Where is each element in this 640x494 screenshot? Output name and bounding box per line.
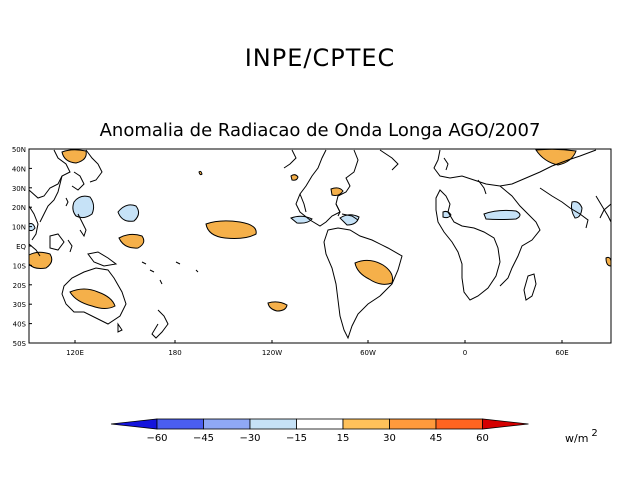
anomaly-positive-central-pacific <box>205 220 257 239</box>
coast-japan <box>71 171 85 191</box>
anomaly-positive-small-pacific <box>198 170 203 176</box>
coast-taiwan <box>65 197 69 207</box>
coast-philippines <box>77 213 87 238</box>
coast-madagascar <box>523 273 537 301</box>
colorbar-label: 30 <box>383 433 396 444</box>
lon-label-60w: 60W <box>360 349 376 357</box>
coast-east-asia <box>28 149 71 199</box>
coast-indochina <box>28 205 39 241</box>
colorbar-label: −15 <box>286 433 307 444</box>
anomaly-negative-west-pacific <box>117 204 140 222</box>
colorbar-label: −60 <box>146 433 167 444</box>
coast-africa <box>435 189 501 301</box>
lon-label-180: 180 <box>168 349 181 357</box>
anomaly-positive-west-pacific-eq <box>118 233 145 249</box>
anomaly-negative-sahel <box>483 209 521 220</box>
coast-south-america <box>323 227 403 340</box>
coast-new-guinea <box>87 251 118 267</box>
coast-uk <box>443 157 449 171</box>
anomaly-negative-philippines <box>72 195 95 219</box>
lat-label-40n: 40N <box>12 165 26 173</box>
coast-baja <box>299 193 307 213</box>
coast-sulawesi <box>67 239 73 253</box>
map-title: Anomalia de Radiacao de Onda Longa AGO/2… <box>99 120 541 141</box>
lon-label-120e: 120E <box>66 349 84 357</box>
colorbar-segment-min <box>110 418 158 430</box>
colorbar-label: −30 <box>239 433 260 444</box>
anomaly-positive-indian-east <box>605 256 612 267</box>
coast-new-zealand <box>151 309 169 339</box>
coast-kamchatka <box>85 149 103 183</box>
coast-islands-1 <box>141 261 199 285</box>
lat-label-10s: 10S <box>13 262 27 270</box>
coast-florida <box>335 203 341 217</box>
map-frame <box>28 148 612 344</box>
colorbar-segment-6 <box>389 418 437 430</box>
lat-label-20s: 20S <box>13 282 27 290</box>
coast-italy <box>477 179 487 195</box>
coast-tasmania <box>117 322 123 333</box>
units-exponent: 2 <box>591 428 597 439</box>
lat-label-eq: EQ <box>16 243 26 251</box>
coast-korea-china <box>39 175 63 223</box>
lat-label-50n: 50N <box>12 146 26 154</box>
colorbar-label: 60 <box>476 433 489 444</box>
coast-north-america <box>295 149 359 227</box>
colorbar-segment-3 <box>249 418 297 430</box>
colorbar-segment-7 <box>435 418 483 430</box>
lat-label-10n: 10N <box>12 224 26 232</box>
anomaly-positive-north-atlantic <box>330 187 344 196</box>
colorbar-label: 45 <box>430 433 443 444</box>
lat-label-50s: 50S <box>13 340 27 348</box>
coast-australia <box>61 267 127 325</box>
lat-label-40s: 40S <box>13 321 27 329</box>
coastlines <box>28 149 612 340</box>
latitude-labels: 50N 40N 30N 20N 10N EQ 10S 20S 30S 40S 50S <box>12 146 32 348</box>
lat-label-30n: 30N <box>12 185 26 193</box>
lat-label-30s: 30S <box>13 301 27 309</box>
anomaly-positive-mexico <box>290 174 299 181</box>
colorbar-units: w/m 2 <box>565 428 598 445</box>
coast-alaska <box>283 149 297 169</box>
coast-greenland <box>379 149 399 171</box>
anomaly-positive-south-pacific <box>267 301 288 312</box>
coast-arabia <box>539 187 589 229</box>
coast-india <box>595 195 612 223</box>
lon-label-60e: 60E <box>555 349 568 357</box>
coast-east-edge <box>599 203 612 219</box>
anomaly-positive-indonesia <box>28 251 53 269</box>
lat-label-20n: 20N <box>12 204 26 212</box>
coast-cuba <box>341 213 359 221</box>
org-title: INPE/CPTEC <box>244 44 396 72</box>
longitude-labels: 120E 180 120W 60W 0 60E <box>66 340 569 357</box>
colorbar-segment-4 <box>296 418 344 430</box>
lon-label-0: 0 <box>463 349 467 357</box>
colorbar-segment-2 <box>203 418 251 430</box>
units-base: w/m <box>565 432 588 445</box>
lon-label-120w: 120W <box>262 349 282 357</box>
colorbar: −60 −45 −30 −15 15 30 45 60 <box>110 418 529 444</box>
coast-east-africa <box>499 185 541 287</box>
coast-borneo <box>49 233 65 251</box>
colorbar-segment-max <box>482 418 529 430</box>
colorbar-segment-1 <box>156 418 204 430</box>
anomaly-positive-australia <box>69 288 116 309</box>
colorbar-segment-5 <box>342 418 390 430</box>
coast-europe <box>433 149 597 187</box>
colorbar-label: −45 <box>193 433 214 444</box>
anomaly-positive-north-pacific-west <box>61 149 87 164</box>
colorbar-label: 15 <box>337 433 350 444</box>
